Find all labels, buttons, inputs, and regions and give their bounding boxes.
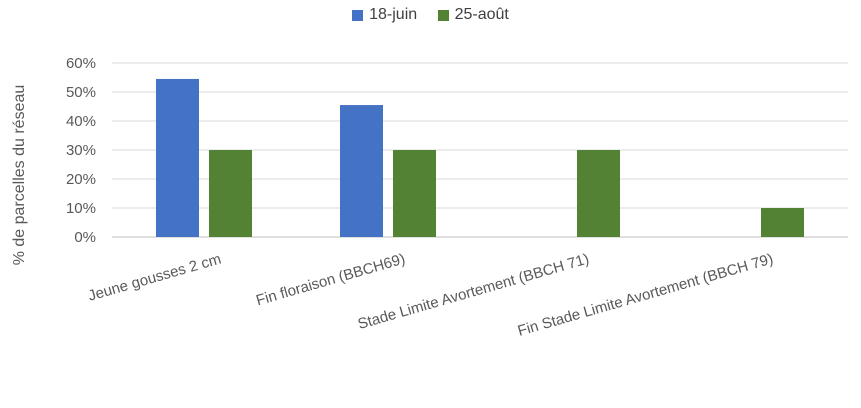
legend-item-series-1[interactable]: 18-juin bbox=[352, 6, 417, 24]
bar-series-2 bbox=[761, 208, 804, 237]
bar-series-1 bbox=[340, 105, 383, 237]
bar-series-1 bbox=[156, 78, 199, 237]
legend-swatch-series-1 bbox=[352, 9, 364, 21]
y-tick-label: 40% bbox=[66, 113, 96, 130]
x-category-label: Fin floraison (BBCH69) bbox=[254, 251, 407, 310]
chart-legend: 18-juin 25-août bbox=[0, 6, 861, 26]
y-tick-label: 30% bbox=[66, 142, 96, 159]
x-category-label: Jeune gousses 2 cm bbox=[86, 251, 223, 305]
y-tick-label: 60% bbox=[66, 55, 96, 72]
legend-swatch-series-2 bbox=[437, 9, 449, 21]
y-tick-label: 20% bbox=[66, 171, 96, 188]
bar-series-2 bbox=[393, 150, 436, 237]
bar-series-2 bbox=[577, 150, 620, 237]
y-tick-label: 0% bbox=[74, 229, 96, 246]
legend-label-series-2: 25-août bbox=[454, 6, 509, 23]
y-axis-title: % de parcelles du réseau bbox=[11, 85, 28, 266]
legend-item-series-2[interactable]: 25-août bbox=[437, 6, 509, 24]
bar-series-2 bbox=[209, 150, 252, 237]
y-tick-label: 50% bbox=[66, 84, 96, 101]
y-tick-label: 10% bbox=[66, 200, 96, 217]
legend-label-series-1: 18-juin bbox=[369, 6, 418, 23]
